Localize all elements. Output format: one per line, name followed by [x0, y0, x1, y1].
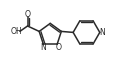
Text: O: O: [55, 43, 61, 52]
Text: O: O: [25, 10, 31, 19]
Text: OH: OH: [11, 27, 23, 36]
Text: N: N: [100, 28, 105, 37]
Text: N: N: [40, 43, 46, 52]
